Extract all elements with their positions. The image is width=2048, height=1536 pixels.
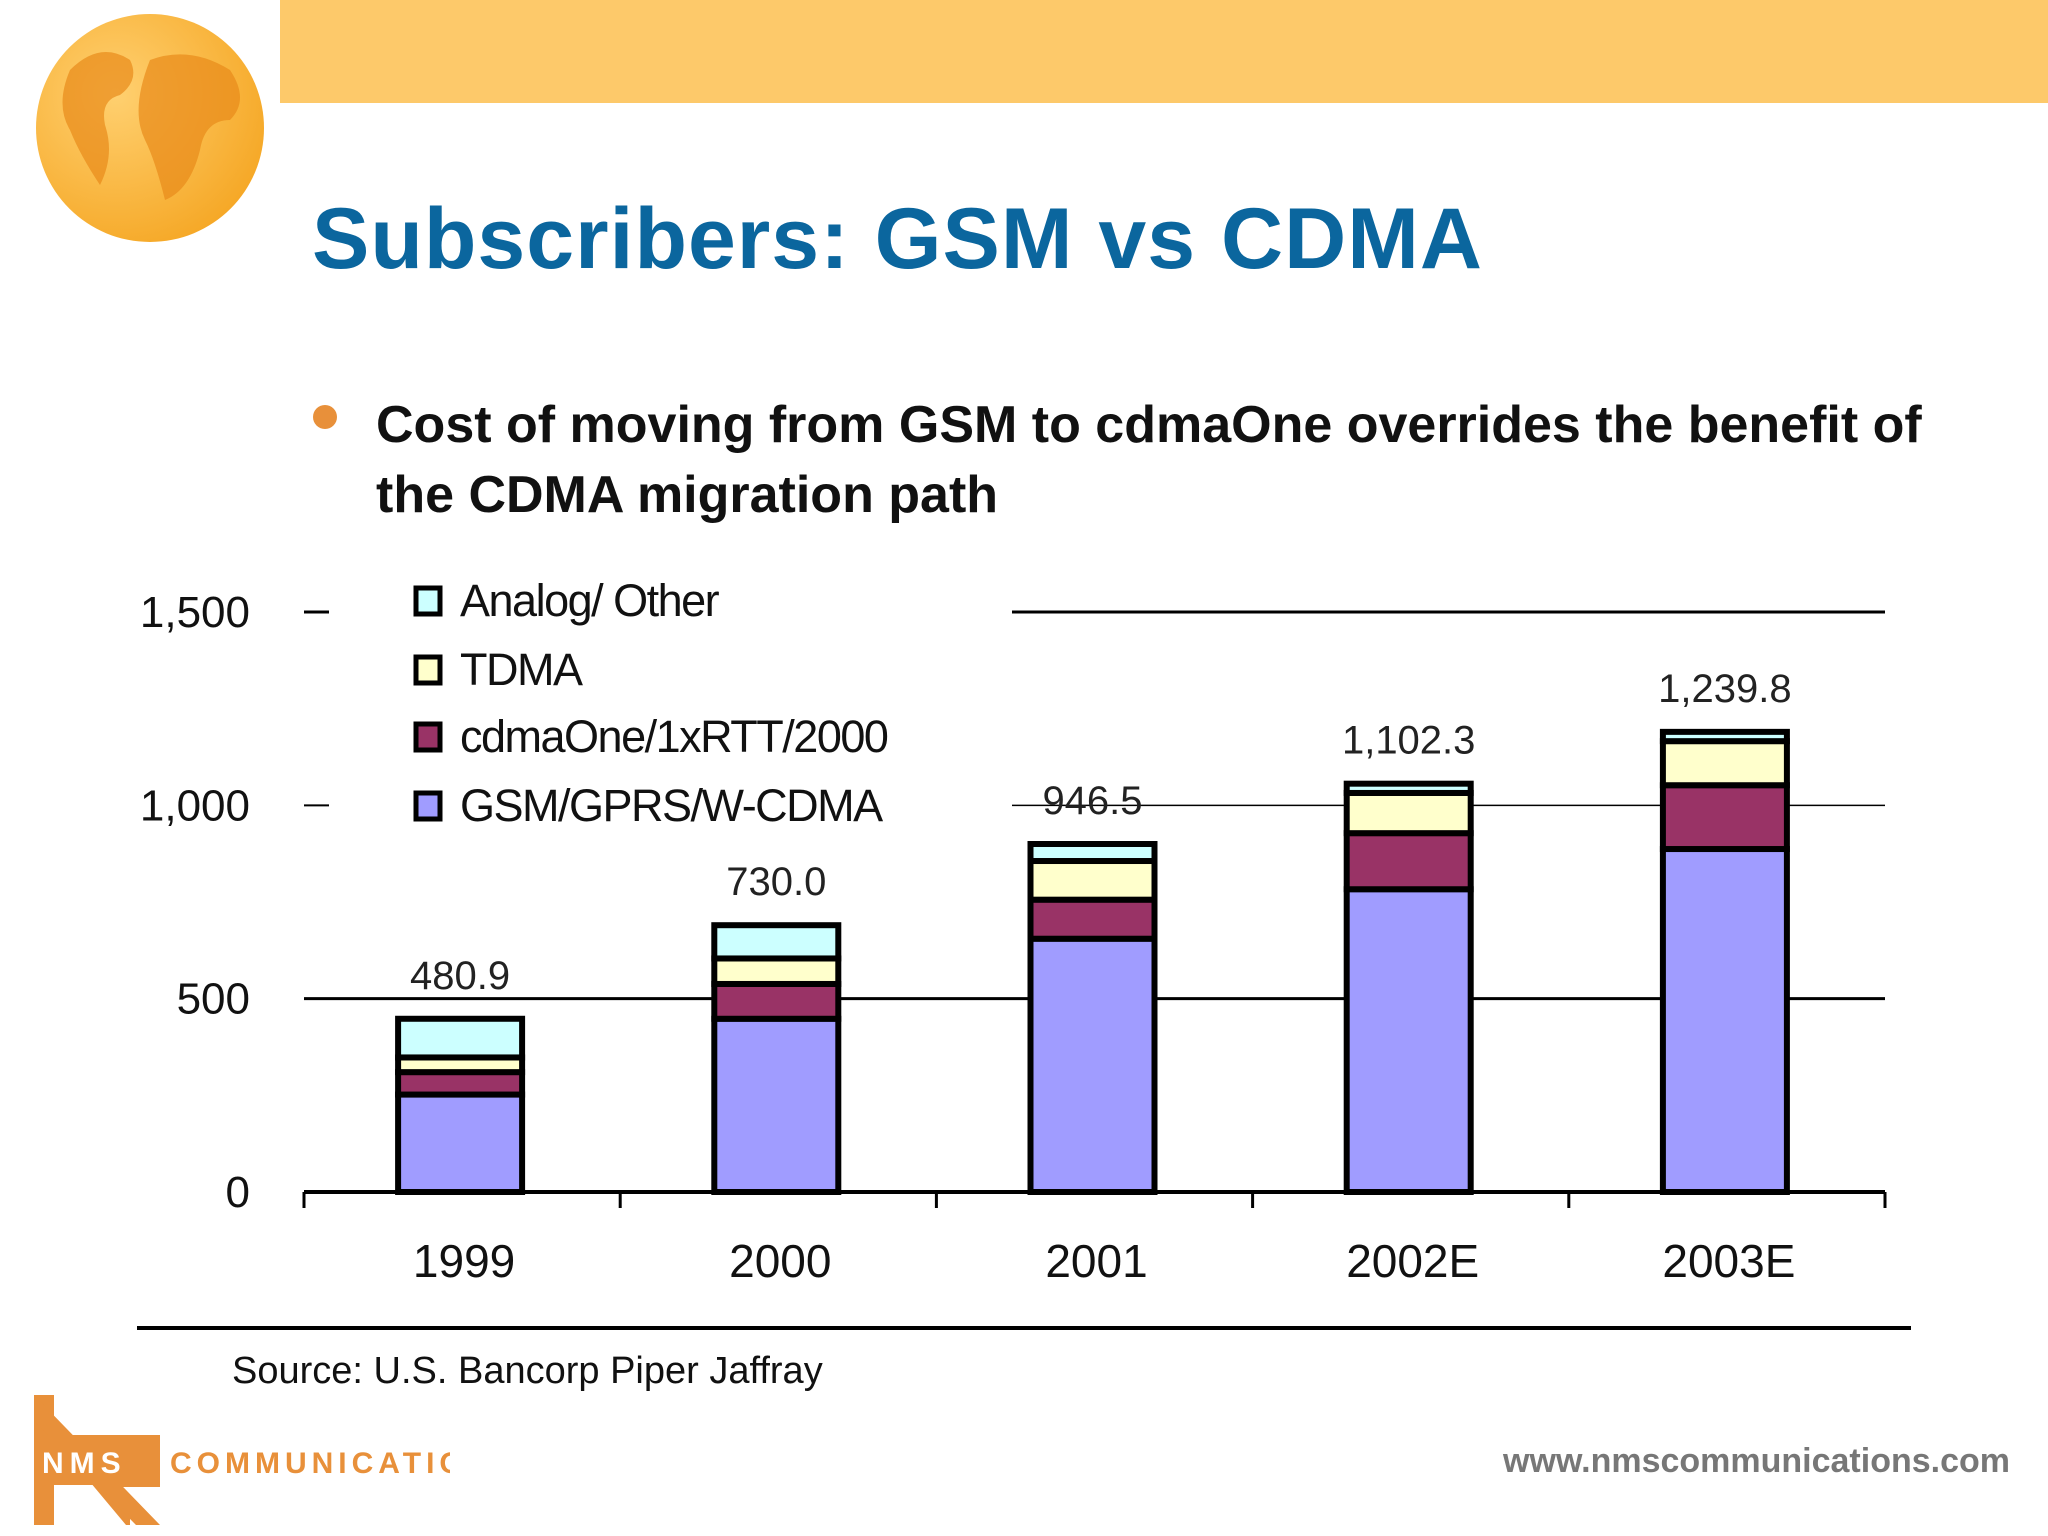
legend-label: GSM/GPRS/W-CDMA	[460, 780, 883, 831]
bar-segment-analog-other-1999	[395, 1015, 526, 1061]
bar-segment-tdma-2002E	[1343, 789, 1474, 837]
bar-segment-analog-other-2001	[1027, 841, 1158, 865]
bar-segment-analog-other-2002E	[1343, 780, 1474, 796]
bar-segment-analog-other-2003E	[1659, 728, 1790, 745]
x-tick-label: 2001	[1045, 1235, 1147, 1287]
legend-swatch	[413, 654, 443, 686]
legend-label: cdmaOne/1xRTT/2000	[460, 711, 888, 762]
y-tick-label: 500	[177, 975, 250, 1024]
total-label: 730.0	[726, 860, 826, 904]
total-label: 1,239.8	[1658, 667, 1791, 711]
legend-swatch	[413, 721, 443, 753]
legend-swatch	[413, 790, 443, 822]
logo-nms-text: NMS	[42, 1447, 127, 1480]
footer-url[interactable]: www.nmscommunications.com	[1503, 1442, 2010, 1480]
bar-segment-gsm-gprs-w-cdma-1999	[395, 1091, 526, 1196]
header-band	[280, 0, 2048, 103]
bar-segment-tdma-2000	[711, 955, 842, 987]
bar-segment-tdma-2001	[1027, 858, 1158, 903]
bullet-text: Cost of moving from GSM to cdmaOne overr…	[376, 396, 1922, 524]
total-label: 480.9	[410, 954, 510, 998]
bar-segment-gsm-gprs-w-cdma-2003E	[1659, 846, 1790, 1195]
y-tick-label: 1,000	[140, 781, 250, 830]
nms-logo: NMS COMMUNICATIONS	[30, 1395, 514, 1530]
bar-segment-analog-other-2000	[711, 922, 842, 962]
legend-label: Analog/ Other	[460, 575, 720, 626]
bar-segment-gsm-gprs-w-cdma-2002E	[1343, 886, 1474, 1195]
page-title: Subscribers: GSM vs CDMA	[312, 191, 1483, 287]
legend-label: TDMA	[460, 644, 583, 695]
bar-segment-cdmaone-1xrtt-2000-2002E	[1343, 830, 1474, 893]
total-label: 1,102.3	[1342, 719, 1475, 763]
bar-segment-cdmaone-1xrtt-2000-2001	[1027, 896, 1158, 942]
bullet-icon	[313, 405, 337, 429]
bar-segment-gsm-gprs-w-cdma-2001	[1027, 935, 1158, 1195]
x-tick-label: 2002E	[1346, 1235, 1479, 1287]
bar-segment-gsm-gprs-w-cdma-2000	[711, 1015, 842, 1195]
total-label: 946.5	[1042, 779, 1142, 823]
x-tick-label: 2003E	[1662, 1235, 1795, 1287]
y-tick-label: 1,500	[140, 588, 250, 637]
source-note: Source: U.S. Bancorp Piper Jaffray	[232, 1350, 823, 1392]
bar-segment-cdmaone-1xrtt-2000-1999	[395, 1069, 526, 1098]
legend-swatch	[413, 585, 443, 617]
bar-segment-tdma-2003E	[1659, 738, 1790, 789]
bar-segment-cdmaone-1xrtt-2000-2003E	[1659, 782, 1790, 853]
x-tick-label: 1999	[413, 1235, 515, 1287]
y-tick-label: 0	[226, 1168, 250, 1217]
x-tick-label: 2000	[729, 1235, 831, 1287]
bar-segment-cdmaone-1xrtt-2000-2000	[711, 980, 842, 1022]
globe-icon	[0, 0, 300, 260]
logo-communications-text: COMMUNICATIONS	[170, 1447, 450, 1480]
